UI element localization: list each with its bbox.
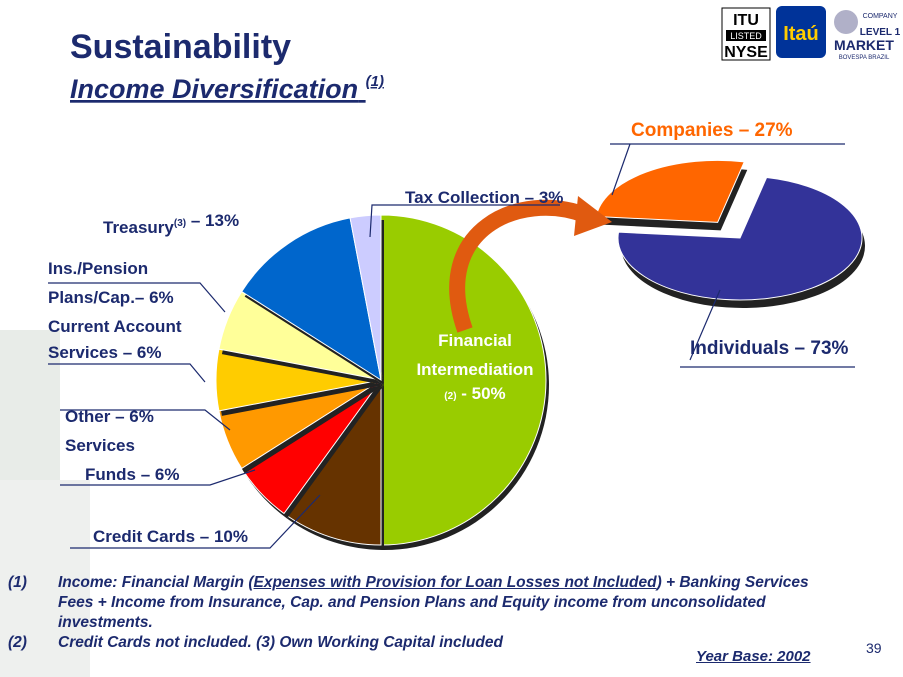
category-label: Intermediation <box>416 360 533 379</box>
category-label: Services <box>48 343 118 362</box>
slice-label: Companies – 27% <box>631 120 793 141</box>
logo-text: COMPANY <box>863 13 898 20</box>
pie-slice <box>240 217 382 382</box>
value-label: - 50% <box>461 384 505 403</box>
footnote: (1) Income: Financial Margin (Expenses wi… <box>8 573 838 633</box>
slice-label: Other – 6% <box>65 407 154 426</box>
logo-text: MARKET <box>834 37 894 53</box>
pie-slice <box>595 159 746 223</box>
slice-label: Credit Cards – 10% <box>93 527 248 546</box>
subtitle-note: (1) <box>366 73 384 90</box>
leader-line <box>70 494 321 549</box>
category-label: Other <box>65 407 111 426</box>
slice-label: (2) - 50% <box>444 384 505 403</box>
category-label: Treasury <box>103 218 174 237</box>
logo-circle <box>834 10 858 34</box>
value-label: – 3% <box>525 188 564 207</box>
slice-label: Services <box>65 436 135 455</box>
slice-label: Funds – 6% <box>85 465 179 484</box>
slice-label: Ins./Pension <box>48 259 148 278</box>
value-label: – 13% <box>191 211 239 230</box>
category-note: (2) <box>444 391 456 402</box>
leader-line <box>60 469 256 486</box>
category-label: Credit Cards <box>93 527 195 546</box>
category-label: Individuals <box>690 338 789 359</box>
logo-text: NYSE <box>724 44 768 61</box>
footnote-part: ) + Banking Services Fees + Income from … <box>58 574 809 631</box>
footnote-part: Expenses with Provision for Loan Losses … <box>253 574 657 591</box>
pie-slice <box>380 214 547 546</box>
footnote-marker: (2) <box>8 634 27 651</box>
value-label: – 6% <box>135 288 174 307</box>
footnote-part: Credit Cards not included. (3) Own Worki… <box>58 634 503 651</box>
leader-line <box>689 289 721 361</box>
logo-band <box>726 30 766 41</box>
page-number: 39 <box>866 640 882 656</box>
title: Sustainability <box>70 28 291 66</box>
leader-line <box>48 282 226 313</box>
category-note: (3) <box>174 218 186 229</box>
footnote: (2) Credit Cards not included. (3) Own Wo… <box>8 633 838 653</box>
background-building <box>0 480 90 677</box>
leader-line <box>369 204 560 238</box>
slice-label: Financial <box>438 331 512 350</box>
slice-label: Treasury(3) – 13% <box>103 211 239 237</box>
logo-text: LEVEL 1 <box>860 27 901 38</box>
year-base: Year Base: 2002 <box>696 648 811 665</box>
pie-slice <box>349 214 382 381</box>
logo-box <box>776 6 826 58</box>
subtitle: Income Diversification (1) <box>70 73 384 104</box>
category-label: Financial <box>438 331 512 350</box>
logo-text: ITU <box>733 12 759 29</box>
slice-label: Current Account <box>48 317 182 336</box>
pie-slice <box>617 176 863 301</box>
logo-text: BOVESPA BRAZIL <box>839 55 890 61</box>
logos: ITU LISTED NYSE Itaú COMPANY LEVEL 1 MAR… <box>721 6 901 61</box>
category-label: Plans/Cap. <box>48 288 135 307</box>
value-label: – 27% <box>739 120 793 141</box>
slice-label: Plans/Cap.– 6% <box>48 288 174 307</box>
leader-line <box>60 409 231 431</box>
category-label: Ins./Pension <box>48 259 148 278</box>
logo-text: LISTED <box>730 31 762 41</box>
slice-label: Services – 6% <box>48 343 161 362</box>
footnotes: (1) Income: Financial Margin (Expenses wi… <box>8 573 838 653</box>
pies <box>215 159 865 550</box>
value-label: – 6% <box>141 465 180 484</box>
logo-text: Itaú <box>783 23 819 45</box>
footnote-marker: (1) <box>8 574 27 591</box>
footnote-text: Income: Financial Margin (Expenses with … <box>58 573 838 633</box>
value-label: – 6% <box>115 407 154 426</box>
value-label: – 10% <box>200 527 248 546</box>
category-label: Tax Collection <box>405 188 520 207</box>
category-label: Companies <box>631 120 733 141</box>
leader-line <box>48 363 206 383</box>
category-label: Current Account <box>48 317 182 336</box>
slice-label: Individuals – 73% <box>690 338 849 359</box>
category-label: Funds <box>85 465 136 484</box>
footnote-text: Credit Cards not included. (3) Own Worki… <box>58 633 503 653</box>
slice-label: Intermediation <box>416 360 533 379</box>
category-label: Services <box>65 436 135 455</box>
value-label: – 6% <box>123 343 162 362</box>
value-label: – 73% <box>795 338 849 359</box>
leader-line <box>611 143 631 196</box>
arrow <box>449 199 588 333</box>
arrow-head <box>574 196 612 236</box>
slice-label: Tax Collection – 3% <box>405 188 563 207</box>
footnote-part: Income: Financial Margin ( <box>58 574 254 591</box>
subtitle-text: Income Diversification <box>70 74 358 104</box>
